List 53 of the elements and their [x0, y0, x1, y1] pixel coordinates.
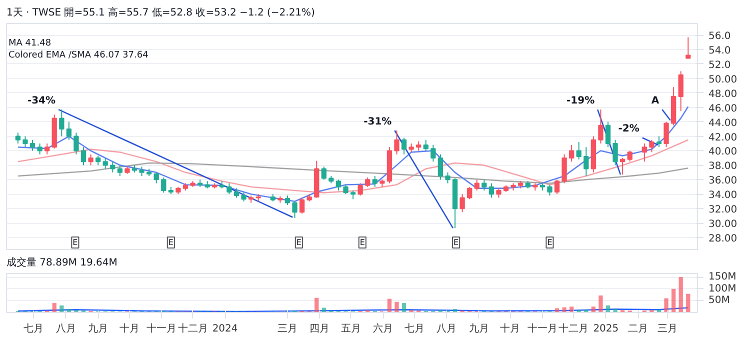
annotation: E	[296, 238, 302, 248]
y-tick-label: 34.00	[708, 190, 738, 202]
annotation: E	[360, 238, 365, 248]
series-label: -34%	[27, 96, 56, 107]
y-tick-label: 50.00	[708, 74, 738, 86]
y-tick-label: 36.00	[708, 176, 738, 187]
y-tick-label: 48.00	[708, 88, 738, 100]
series-label: -31%	[364, 116, 392, 128]
y-tick-label: 56.0	[708, 31, 731, 42]
annotation: MA 41.48	[8, 38, 52, 48]
x-tick-label: 2025	[593, 324, 619, 334]
x-tick-label: 十一月	[527, 322, 558, 334]
x-tick-label: 八月	[56, 324, 76, 334]
x-tick-label: 九月	[468, 322, 489, 334]
annotation: E	[168, 238, 174, 248]
y-tick-label: 46.00	[708, 103, 738, 114]
y-tick-label: 50M	[708, 295, 730, 306]
y-tick-label: 44.00	[708, 118, 738, 129]
annotation: Colored EMA /SMA 46.07 37.64	[8, 50, 149, 60]
x-tick-label: 五月	[340, 324, 361, 334]
y-tick-label: 28.00	[708, 233, 738, 244]
y-tick-label: 52.0	[708, 60, 731, 71]
y-tick-label: 32.00	[708, 204, 738, 216]
x-tick-label: 十月	[500, 322, 520, 334]
x-tick-label: 十二月	[558, 322, 589, 334]
annotation: E	[547, 238, 552, 248]
series-label: A	[651, 96, 660, 107]
annotation: E	[454, 238, 459, 248]
annotation: E	[72, 238, 78, 248]
x-tick-label: 六月	[373, 322, 394, 334]
x-tick-label: 八月	[436, 324, 457, 334]
x-tick-label: 七月	[404, 322, 424, 334]
series-label: -19%	[566, 96, 595, 107]
x-tick-label: 十一月	[146, 322, 177, 334]
x-tick-label: 三月	[657, 324, 678, 334]
x-tick-label: 2024	[212, 324, 238, 334]
y-tick-label: 40.00	[708, 146, 738, 158]
y-tick-label: 42.00	[708, 132, 738, 144]
chart-title: 1天 · TWSE 開=55.1 高=55.7 低=52.8 收=53.2 −1.2 (−2.21%)	[6, 6, 316, 18]
x-tick-label: 九月	[88, 322, 108, 334]
chart-title: 成交量 78.89M 19.64M	[6, 256, 118, 268]
y-tick-label: 54.0	[708, 46, 731, 57]
x-tick-label: 十月	[119, 322, 140, 334]
x-tick-label: 二月	[628, 324, 648, 334]
x-tick-label: 四月	[310, 324, 330, 334]
y-tick-label: 38.00	[708, 161, 738, 172]
y-tick-label: 30.00	[708, 219, 738, 230]
series-label: -2%	[618, 124, 640, 135]
x-tick-label: 七月	[24, 322, 44, 334]
y-tick-label: 150M	[708, 272, 736, 283]
x-tick-label: 十二月	[178, 322, 208, 334]
x-tick-label: 三月	[277, 324, 298, 334]
y-tick-label: 100M	[708, 283, 736, 294]
